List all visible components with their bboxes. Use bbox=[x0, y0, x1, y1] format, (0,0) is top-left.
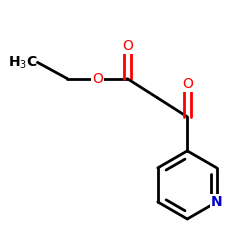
Text: O: O bbox=[122, 39, 133, 53]
Text: H$_3$C: H$_3$C bbox=[8, 54, 38, 70]
Text: O: O bbox=[182, 77, 193, 91]
Text: N: N bbox=[211, 195, 222, 209]
Text: O: O bbox=[92, 72, 103, 86]
